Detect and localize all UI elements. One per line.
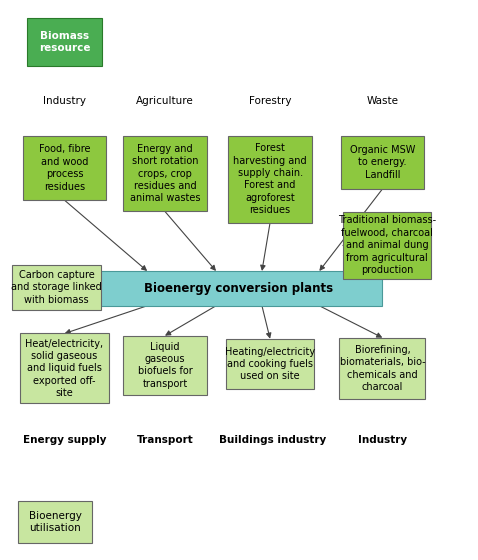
Text: Energy supply: Energy supply: [23, 435, 106, 445]
Text: Traditional biomass-
fuelwood, charcoal
and animal dung
from agricultural
produc: Traditional biomass- fuelwood, charcoal …: [338, 216, 436, 275]
Text: Biomass
resource: Biomass resource: [39, 31, 90, 53]
FancyBboxPatch shape: [340, 136, 424, 189]
Text: Bioenergy
utilisation: Bioenergy utilisation: [29, 511, 81, 533]
Text: Forest
harvesting and
supply chain.
Forest and
agroforest
residues: Forest harvesting and supply chain. Fore…: [233, 143, 307, 215]
FancyBboxPatch shape: [96, 271, 382, 306]
Text: Forestry: Forestry: [249, 96, 291, 106]
FancyBboxPatch shape: [23, 136, 106, 200]
FancyBboxPatch shape: [12, 265, 100, 310]
Text: Heating/electricity
and cooking fuels
used on site: Heating/electricity and cooking fuels us…: [225, 347, 315, 381]
Text: Industry: Industry: [43, 96, 86, 106]
Text: Industry: Industry: [358, 435, 407, 445]
FancyBboxPatch shape: [20, 333, 109, 403]
FancyBboxPatch shape: [18, 501, 92, 543]
FancyBboxPatch shape: [28, 18, 102, 66]
Text: Bioenergy conversion plants: Bioenergy conversion plants: [144, 282, 334, 295]
Text: Heat/electricity,
solid gaseous
and liquid fuels
exported off-
site: Heat/electricity, solid gaseous and liqu…: [25, 339, 104, 398]
Text: Waste: Waste: [367, 96, 398, 106]
Text: Energy and
short rotation
crops, crop
residues and
animal wastes: Energy and short rotation crops, crop re…: [130, 144, 200, 203]
FancyBboxPatch shape: [228, 136, 312, 222]
FancyBboxPatch shape: [339, 338, 425, 399]
FancyBboxPatch shape: [343, 212, 431, 279]
Text: Food, fibre
and wood
process
residues: Food, fibre and wood process residues: [39, 144, 90, 192]
Text: Liquid
gaseous
biofuels for
transport: Liquid gaseous biofuels for transport: [138, 342, 192, 389]
Text: Transport: Transport: [137, 435, 193, 445]
FancyBboxPatch shape: [226, 339, 314, 389]
FancyBboxPatch shape: [123, 336, 206, 394]
FancyBboxPatch shape: [123, 136, 206, 212]
Text: Carbon capture
and storage linked
with biomass: Carbon capture and storage linked with b…: [11, 270, 102, 305]
Text: Buildings industry: Buildings industry: [219, 435, 326, 445]
Text: Agriculture: Agriculture: [136, 96, 194, 106]
Text: Organic MSW
to energy.
Landfill: Organic MSW to energy. Landfill: [350, 145, 415, 180]
Text: Biorefining,
biomaterials, bio-
chemicals and
charcoal: Biorefining, biomaterials, bio- chemical…: [339, 345, 425, 392]
